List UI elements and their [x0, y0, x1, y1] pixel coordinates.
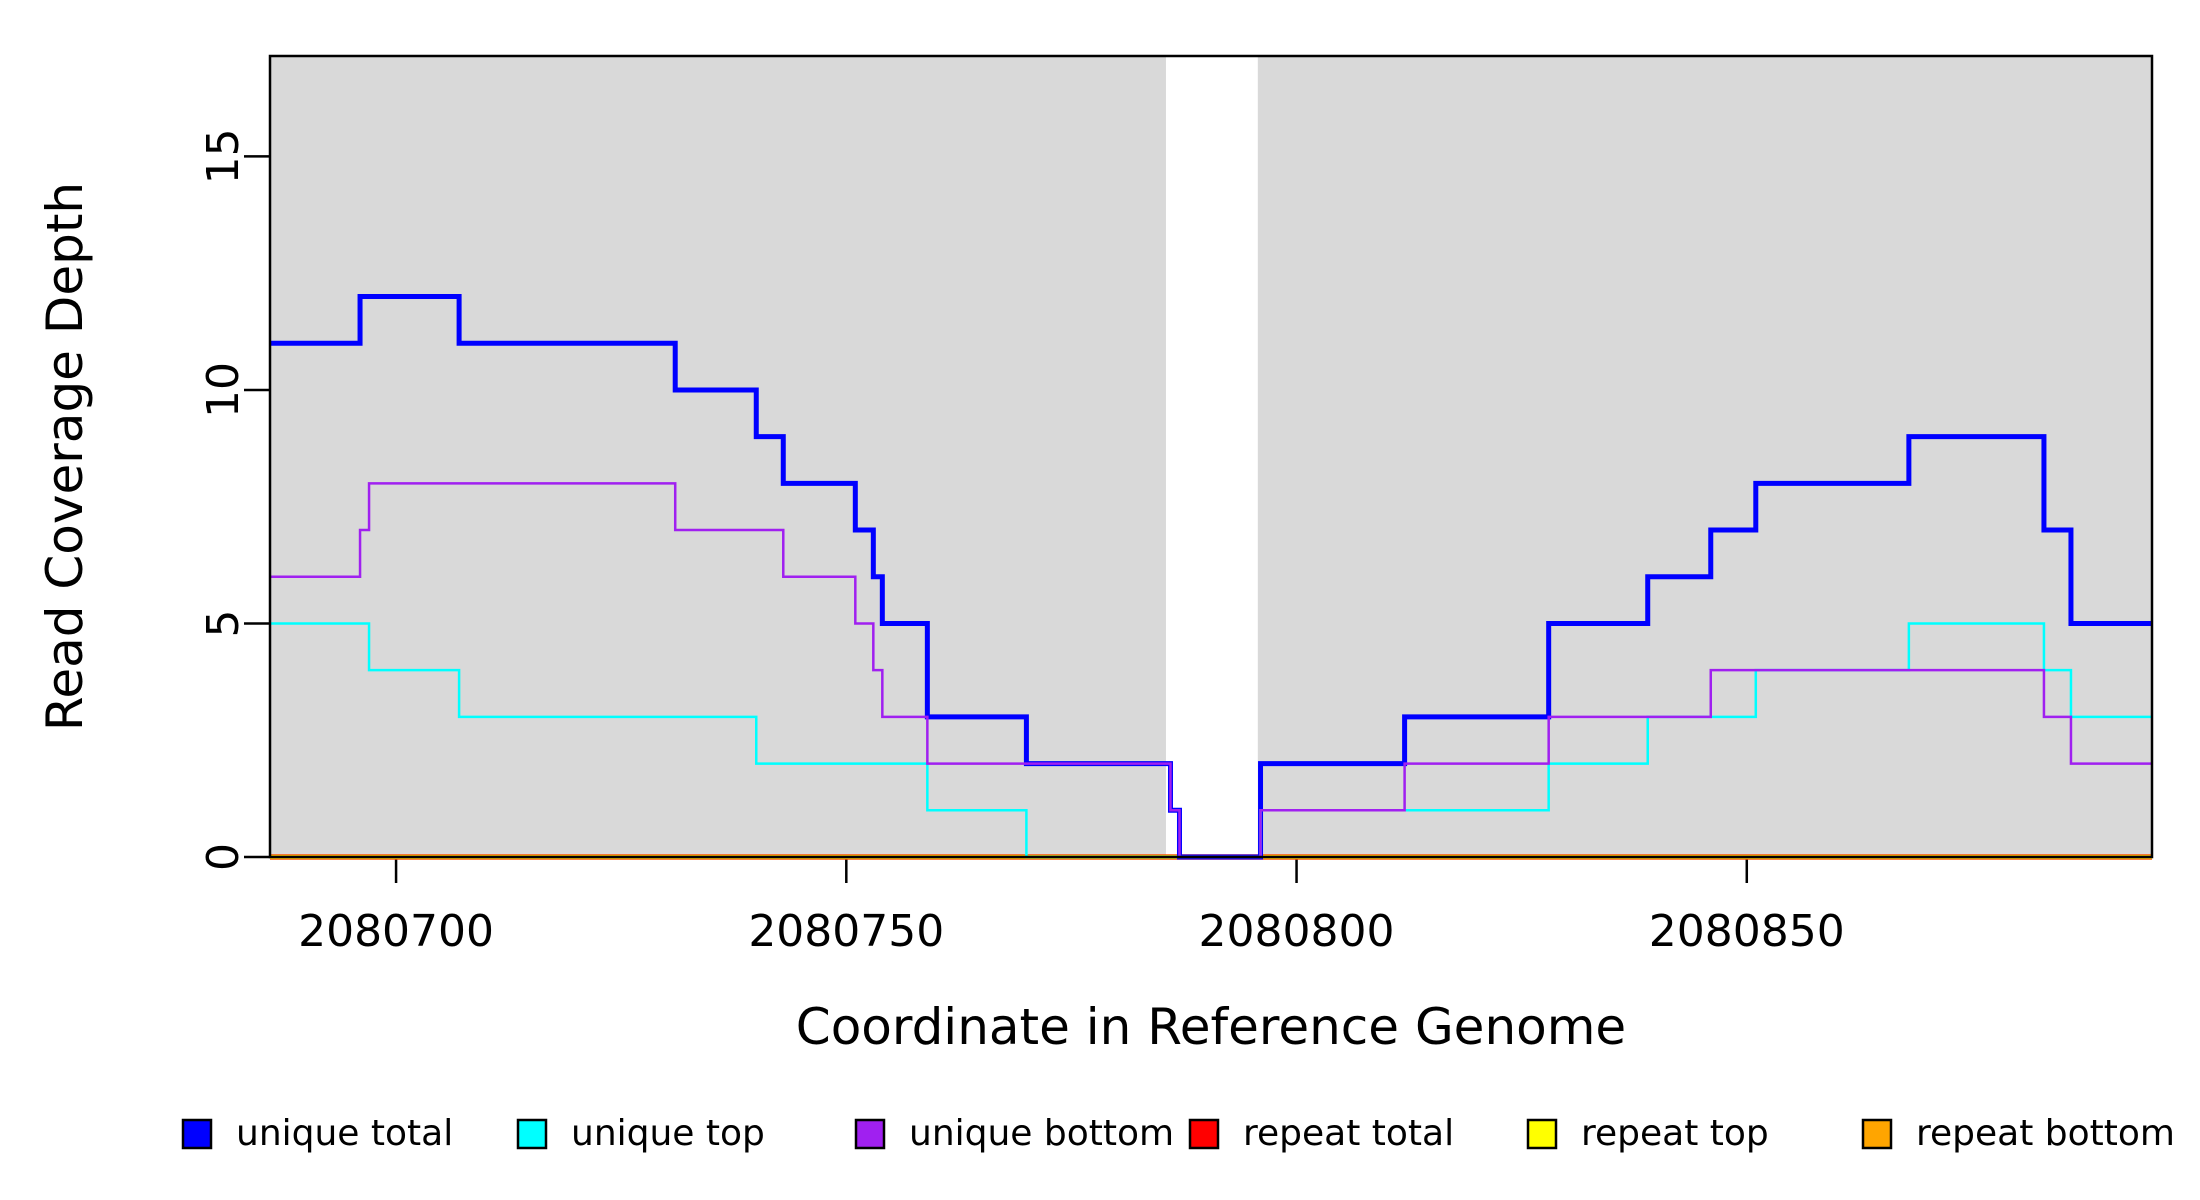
y-axis-tick-label: 5 — [198, 609, 249, 637]
shaded-region-right — [1257, 56, 2152, 857]
x-axis-tick-label: 2080750 — [748, 906, 944, 957]
legend-label-repeat-top: repeat top — [1581, 1113, 1769, 1154]
legend-label-unique-total: unique total — [236, 1113, 453, 1154]
y-axis-tick-label: 0 — [198, 843, 249, 871]
legend-swatch-repeat-total — [1188, 1118, 1220, 1150]
x-axis-title: Coordinate in Reference Genome — [796, 998, 1626, 1056]
legend-label-repeat-bottom: repeat bottom — [1916, 1113, 2175, 1154]
legend-swatch-repeat-bottom — [1861, 1118, 1893, 1150]
y-axis-title: Read Coverage Depth — [36, 182, 94, 731]
legend-swatch-unique-top — [516, 1118, 548, 1150]
y-axis-tick-label: 10 — [198, 362, 249, 418]
x-axis-tick-label: 2080800 — [1199, 906, 1395, 957]
legend-label-unique-top: unique top — [571, 1113, 765, 1154]
x-axis-tick-label: 2080700 — [298, 906, 494, 957]
legend-swatch-repeat-top — [1526, 1118, 1558, 1150]
legend-label-unique-bottom: unique bottom — [909, 1113, 1174, 1154]
legend-swatch-unique-total — [181, 1118, 213, 1150]
x-axis-tick-label: 2080850 — [1649, 906, 1845, 957]
plot-border — [268, 54, 2154, 859]
y-axis-tick-label: 15 — [198, 128, 249, 184]
legend-label-repeat-total: repeat total — [1243, 1113, 1454, 1154]
legend-swatch-unique-bottom — [854, 1118, 886, 1150]
shaded-region-left — [270, 56, 1166, 857]
series-line-unique-bottom — [270, 482, 2152, 859]
